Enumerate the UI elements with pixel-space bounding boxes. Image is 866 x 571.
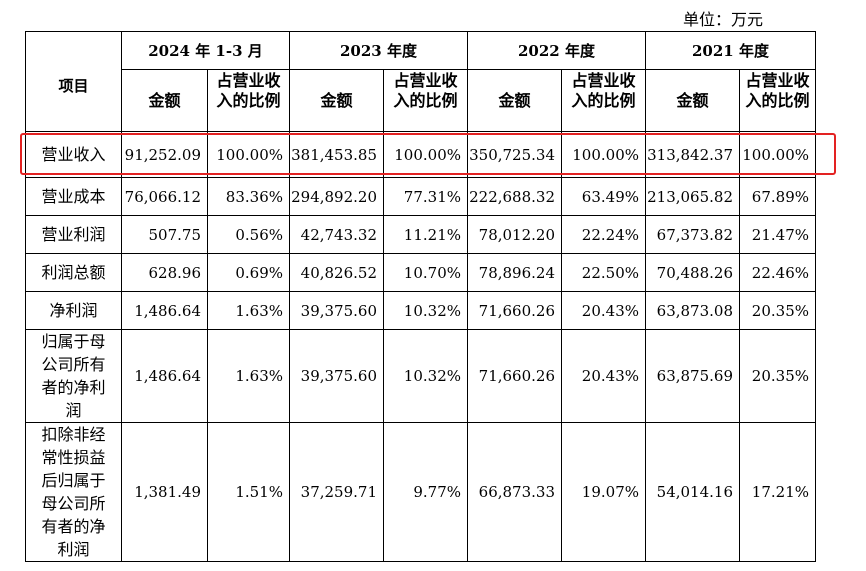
header-row-columns: 金额 占营业收入的比例 金额 占营业收入的比例 金额 占营业收入的比例 金额 占… — [26, 69, 816, 132]
row-label: 营业成本 — [25, 177, 122, 216]
period-header: 2024 年 1-3 月 — [121, 31, 290, 70]
ratio-cell: 1.51% — [207, 422, 290, 562]
amount-cell: 63,873.08 — [645, 291, 740, 330]
ratio-cell: 9.77% — [383, 422, 468, 562]
ratio-header: 占营业收入的比例 — [207, 69, 290, 132]
ratio-cell: 22.46% — [739, 253, 816, 292]
table-row: 营业成本 76,066.12 83.36% 294,892.20 77.31% 222,6… — [25, 177, 816, 216]
table-row: 利润总额 628.96 0.69% 40,826.52 10.70% 78,896.24 2… — [25, 253, 816, 292]
row-label: 归属于母公司所有者的净利润 — [25, 329, 122, 423]
ratio-cell: 19.07% — [561, 422, 646, 562]
item-header: 项目 — [25, 31, 122, 132]
amount-cell: 54,014.16 — [645, 422, 740, 562]
table-row: 扣除非经常性损益后归属于母公司所有者的净利润 1,381.49 1.51% 37,25… — [25, 422, 816, 562]
ratio-cell: 10.32% — [383, 329, 468, 423]
ratio-cell: 20.35% — [739, 291, 816, 330]
row-label: 营业利润 — [25, 215, 122, 254]
ratio-cell: 17.21% — [739, 422, 816, 562]
amount-cell: 39,375.60 — [289, 329, 384, 423]
ratio-cell: 21.47% — [739, 215, 816, 254]
ratio-cell: 22.24% — [561, 215, 646, 254]
ratio-cell: 1.63% — [207, 329, 290, 423]
amount-cell: 222,688.32 — [467, 177, 562, 216]
amount-cell: 39,375.60 — [289, 291, 384, 330]
highlight-box — [20, 133, 836, 175]
row-label: 营业收入 — [25, 131, 122, 178]
amount-header: 金额 — [121, 69, 208, 132]
amount-cell: 313,842.37 — [645, 131, 740, 178]
amount-cell: 76,066.12 — [121, 177, 208, 216]
ratio-cell: 0.56% — [207, 215, 290, 254]
ratio-header: 占营业收入的比例 — [739, 69, 816, 132]
amount-cell: 1,381.49 — [121, 422, 208, 562]
amount-cell: 628.96 — [121, 253, 208, 292]
amount-cell: 381,453.85 — [289, 131, 384, 178]
amount-cell: 213,065.82 — [645, 177, 740, 216]
amount-cell: 1,486.64 — [121, 329, 208, 423]
amount-cell: 71,660.26 — [467, 291, 562, 330]
ratio-cell: 11.21% — [383, 215, 468, 254]
ratio-header: 占营业收入的比例 — [561, 69, 646, 132]
ratio-cell: 67.89% — [739, 177, 816, 216]
amount-cell: 37,259.71 — [289, 422, 384, 562]
row-label: 净利润 — [25, 291, 122, 330]
ratio-cell: 10.70% — [383, 253, 468, 292]
period-header: 2021 年度 — [645, 31, 816, 70]
amount-header: 金额 — [467, 69, 562, 132]
amount-cell: 66,873.33 — [467, 422, 562, 562]
ratio-cell: 100.00% — [739, 131, 816, 178]
ratio-cell: 0.69% — [207, 253, 290, 292]
ratio-cell: 20.43% — [561, 329, 646, 423]
amount-cell: 507.75 — [121, 215, 208, 254]
ratio-header: 占营业收入的比例 — [383, 69, 468, 132]
amount-header: 金额 — [645, 69, 740, 132]
period-header: 2022 年度 — [467, 31, 646, 70]
header-row-periods: 项目 2024 年 1-3 月 2023 年度 2022 年度 2021 年度 — [25, 31, 816, 132]
ratio-cell: 77.31% — [383, 177, 468, 216]
ratio-cell: 10.32% — [383, 291, 468, 330]
amount-cell: 71,660.26 — [467, 329, 562, 423]
ratio-cell: 63.49% — [561, 177, 646, 216]
ratio-cell: 100.00% — [561, 131, 646, 178]
financial-table: 项目 2024 年 1-3 月 2023 年度 2022 年度 2021 年度 … — [25, 31, 816, 562]
amount-cell: 78,012.20 — [467, 215, 562, 254]
table-row: 营业利润 507.75 0.56% 42,743.32 11.21% 78,012.20 2… — [25, 215, 816, 254]
table-row: 净利润 1,486.64 1.63% 39,375.60 10.32% 71,660.26… — [25, 291, 816, 330]
ratio-cell: 20.43% — [561, 291, 646, 330]
amount-cell: 294,892.20 — [289, 177, 384, 216]
unit-label: 单位：万元 — [683, 10, 764, 29]
ratio-cell: 83.36% — [207, 177, 290, 216]
amount-cell: 63,875.69 — [645, 329, 740, 423]
ratio-cell: 20.35% — [739, 329, 816, 423]
amount-cell: 70,488.26 — [645, 253, 740, 292]
amount-cell: 40,826.52 — [289, 253, 384, 292]
amount-cell: 1,486.64 — [121, 291, 208, 330]
amount-cell: 67,373.82 — [645, 215, 740, 254]
ratio-cell: 22.50% — [561, 253, 646, 292]
amount-cell: 78,896.24 — [467, 253, 562, 292]
row-label: 扣除非经常性损益后归属于母公司所有者的净利润 — [25, 422, 122, 562]
ratio-cell: 1.63% — [207, 291, 290, 330]
amount-cell: 91,252.09 — [121, 131, 208, 178]
period-header: 2023 年度 — [289, 31, 468, 70]
amount-cell: 42,743.32 — [289, 215, 384, 254]
row-label: 利润总额 — [25, 253, 122, 292]
table-row: 归属于母公司所有者的净利润 1,486.64 1.63% 39,375.60 10.32… — [25, 329, 816, 423]
table-row: 营业收入 91,252.09 100.00% 381,453.85 100.00% 350… — [25, 131, 816, 178]
amount-header: 金额 — [289, 69, 384, 132]
